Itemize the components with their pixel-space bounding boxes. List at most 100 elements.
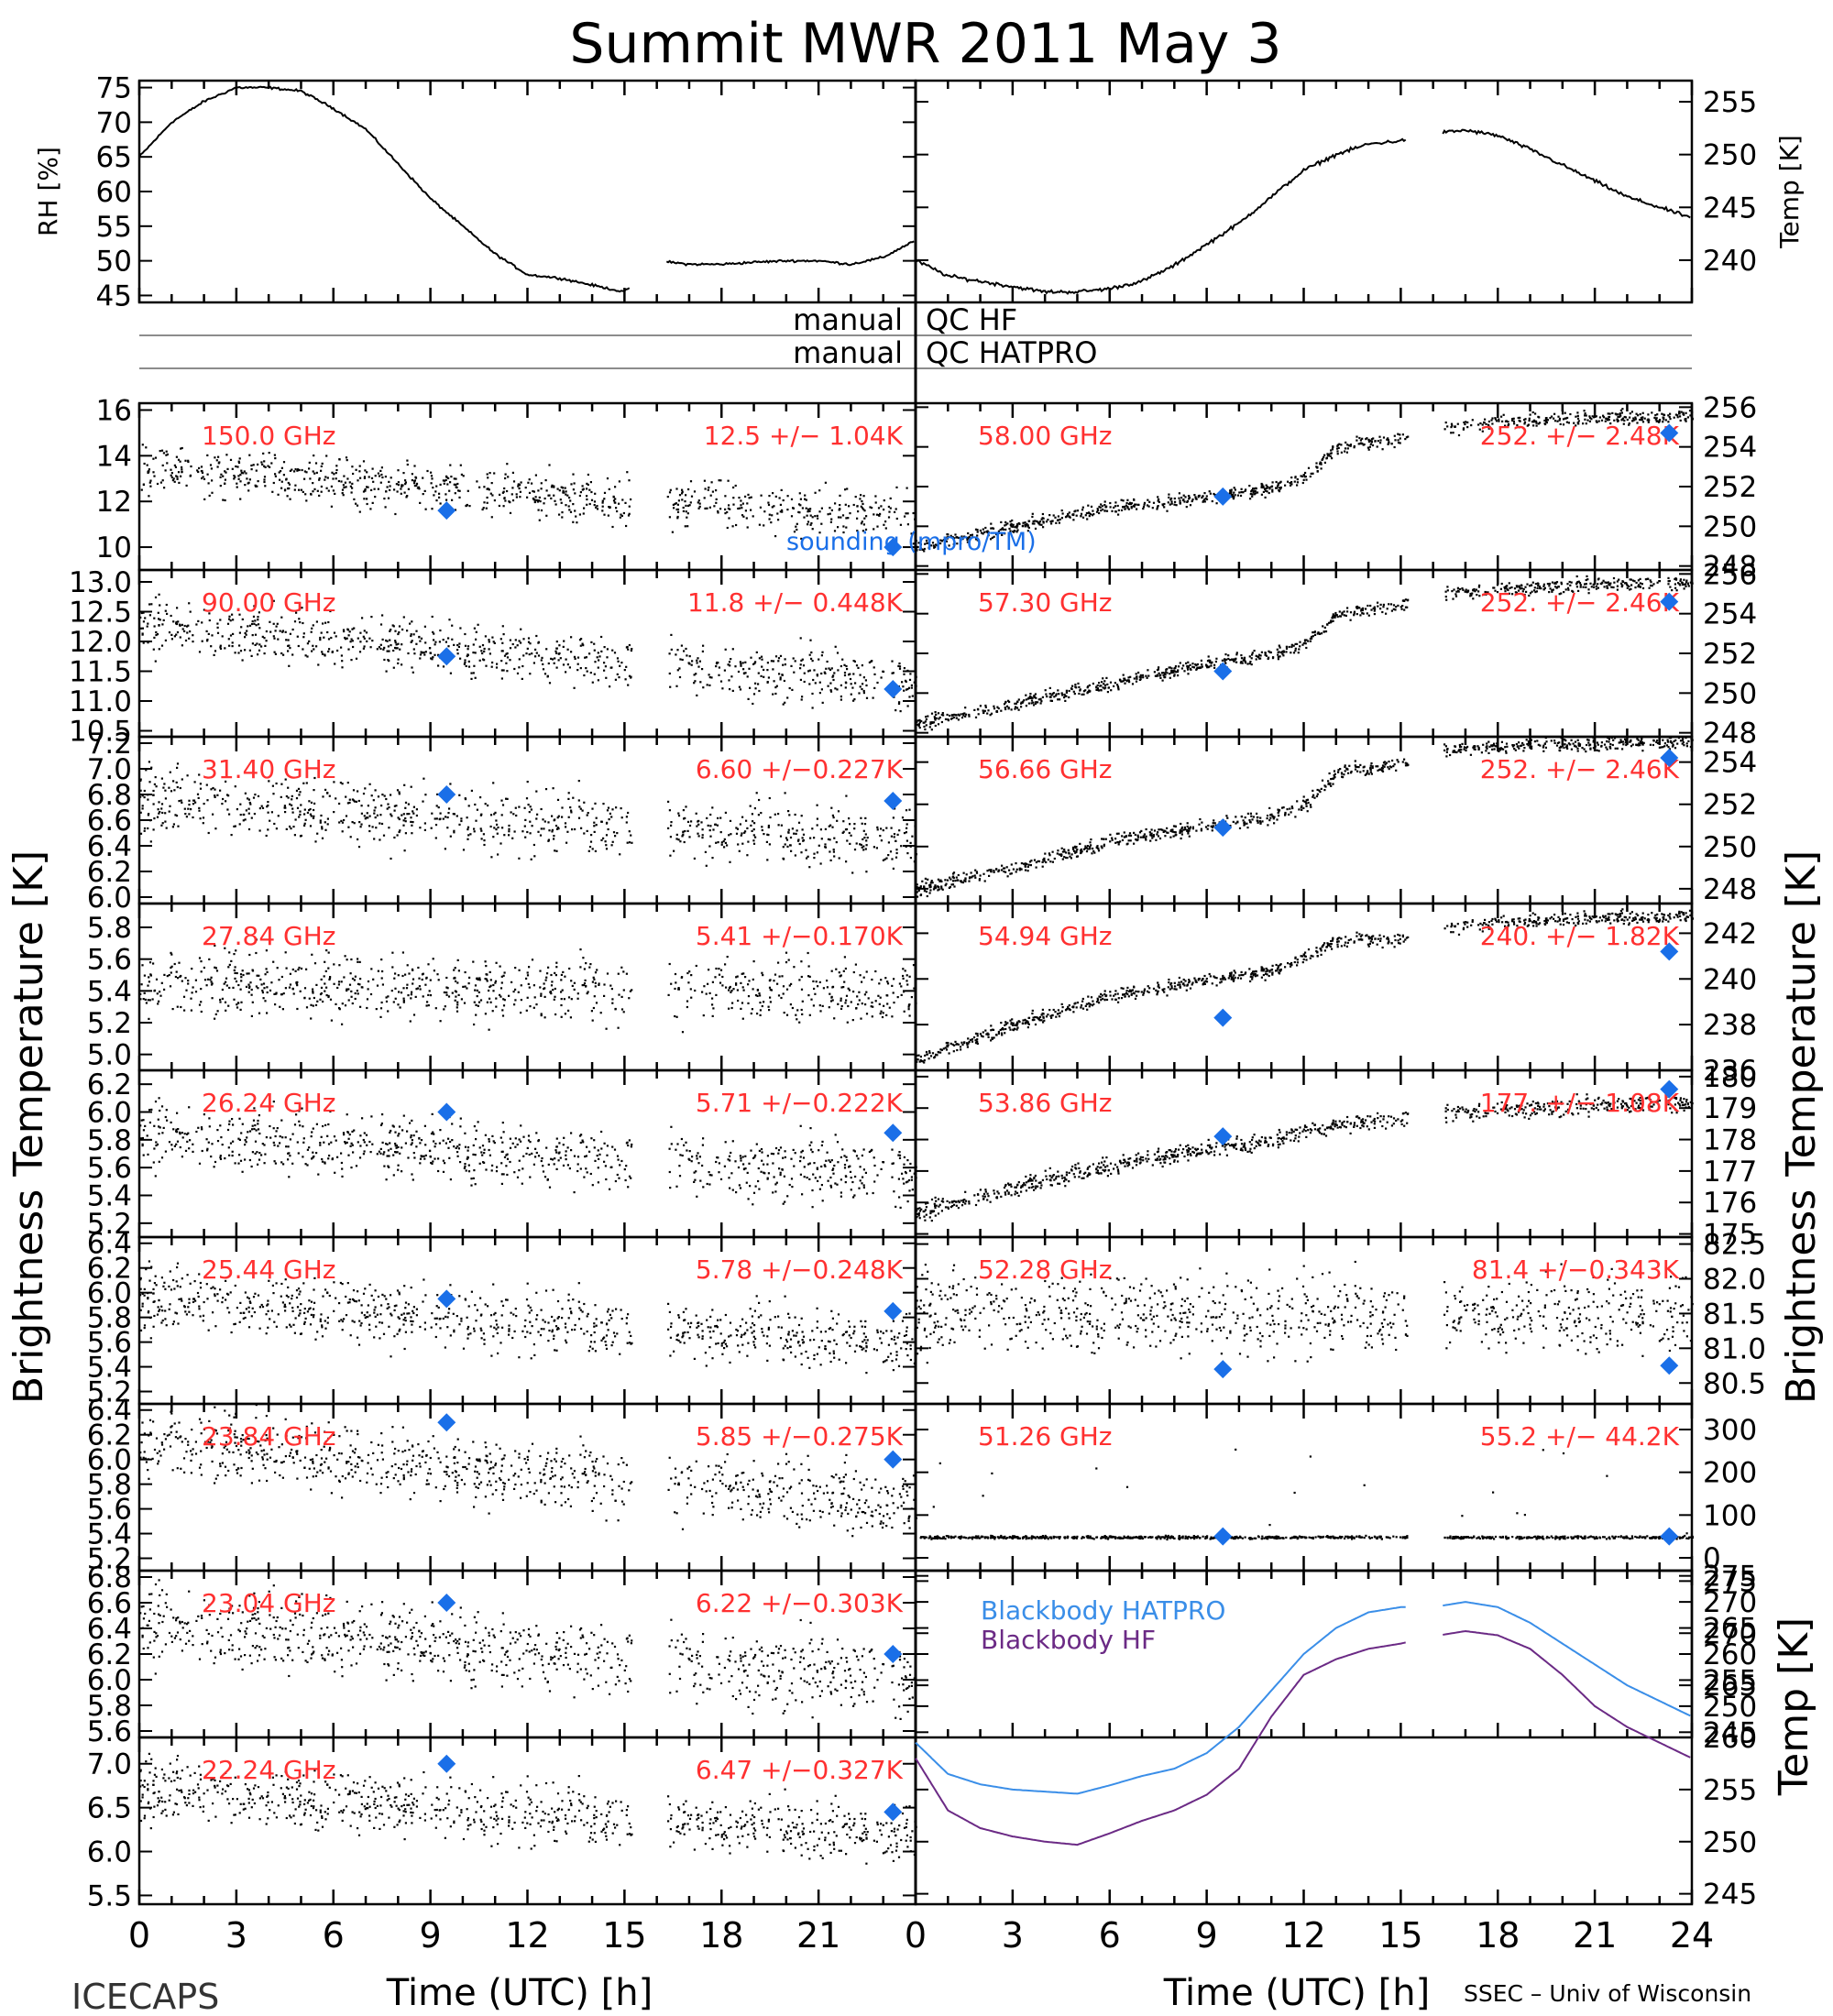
data-point	[744, 1331, 747, 1334]
data-point	[829, 507, 831, 509]
data-point	[752, 515, 754, 518]
data-point	[216, 1140, 220, 1143]
data-point	[744, 509, 747, 512]
data-point	[873, 1156, 875, 1159]
data-point	[744, 830, 747, 833]
data-point	[402, 616, 405, 619]
data-point	[451, 992, 454, 994]
data-point	[280, 975, 283, 979]
data-point	[242, 813, 245, 816]
data-point	[532, 1163, 535, 1166]
data-point	[368, 1140, 371, 1144]
data-point	[873, 1180, 876, 1183]
data-point	[495, 1005, 498, 1008]
data-point	[352, 789, 356, 792]
data-point	[741, 1333, 743, 1336]
data-point	[741, 1002, 744, 1004]
data-point	[484, 978, 487, 981]
data-point	[318, 478, 321, 481]
data-point	[493, 499, 496, 502]
data-point	[516, 1143, 519, 1146]
data-point	[214, 788, 216, 791]
data-point	[201, 1128, 203, 1131]
data-point	[412, 1013, 416, 1016]
data-point	[617, 1158, 620, 1161]
data-point	[753, 1156, 756, 1158]
data-point	[312, 1156, 314, 1159]
data-point	[729, 1361, 731, 1364]
data-point	[849, 512, 851, 515]
data-point	[170, 971, 172, 974]
data-point	[310, 801, 313, 804]
data-point	[310, 630, 313, 633]
data-point	[875, 513, 879, 516]
data-point	[147, 1153, 149, 1156]
data-point	[321, 826, 324, 828]
data-point	[472, 960, 475, 963]
data-point	[326, 1134, 329, 1137]
data-point	[752, 702, 754, 706]
data-point	[543, 988, 545, 991]
data-point	[392, 1125, 395, 1128]
data-point	[445, 816, 447, 818]
data-point	[711, 1309, 714, 1311]
data-point	[178, 961, 181, 964]
data-point	[312, 482, 314, 485]
data-point	[697, 820, 699, 823]
data-point	[728, 1155, 731, 1157]
data-point	[702, 686, 705, 689]
data-point	[142, 483, 145, 487]
data-point	[394, 641, 397, 644]
data-point	[289, 498, 291, 500]
data-point	[499, 493, 501, 496]
data-point	[738, 1184, 741, 1187]
data-point	[312, 990, 314, 993]
data-point	[714, 976, 717, 979]
data-point	[431, 1112, 434, 1115]
data-point	[379, 1152, 382, 1155]
data-point	[607, 514, 609, 517]
data-point	[711, 806, 714, 809]
data-point	[509, 1160, 511, 1164]
data-point	[865, 839, 868, 842]
data-point	[678, 675, 682, 679]
data-point	[177, 458, 181, 461]
data-point	[628, 674, 631, 677]
data-point	[688, 836, 691, 838]
data-point	[473, 1125, 476, 1128]
data-point	[383, 1165, 386, 1167]
data-point	[181, 623, 183, 626]
data-point	[173, 635, 176, 638]
data-point	[910, 686, 913, 689]
data-point	[859, 498, 862, 500]
data-point	[505, 662, 508, 664]
data-point	[234, 476, 236, 478]
data-point	[852, 503, 855, 507]
data-point	[413, 482, 416, 485]
data-point	[434, 1007, 437, 1010]
temp-series-line	[915, 137, 1407, 295]
data-point	[834, 1134, 837, 1136]
data-point	[281, 1008, 284, 1011]
data-point	[412, 982, 414, 985]
data-point	[863, 517, 866, 520]
data-point	[228, 618, 231, 620]
data-point	[245, 1141, 247, 1144]
data-point	[442, 639, 445, 641]
y-tick-label: 10.5	[69, 716, 132, 749]
data-point	[774, 813, 776, 816]
data-point	[433, 494, 435, 497]
data-point	[411, 1142, 413, 1145]
data-point	[728, 679, 730, 682]
data-point	[238, 613, 241, 616]
data-point	[266, 805, 269, 808]
data-point	[413, 1156, 416, 1159]
data-point	[295, 1113, 298, 1116]
data-point	[358, 1320, 361, 1322]
data-point	[528, 1153, 531, 1156]
data-point	[816, 824, 818, 827]
data-point	[564, 822, 567, 825]
data-point	[532, 490, 535, 493]
data-point	[718, 666, 720, 669]
data-point	[401, 814, 403, 816]
